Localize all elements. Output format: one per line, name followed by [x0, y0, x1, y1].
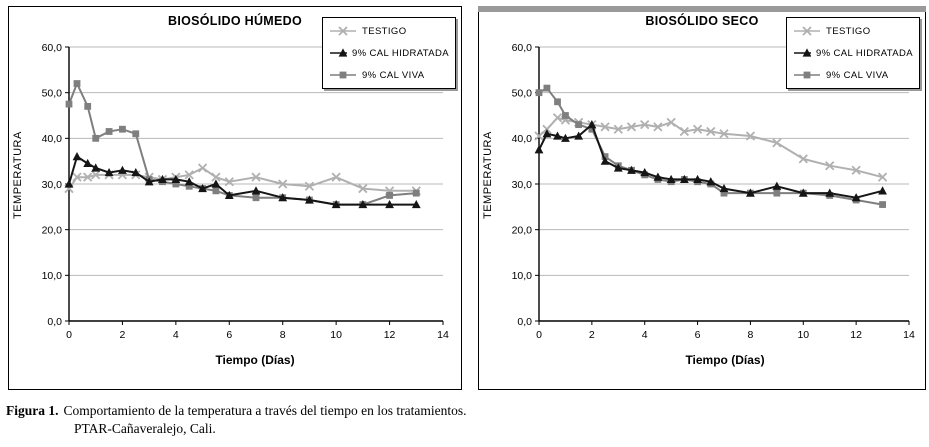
svg-text:12: 12 — [850, 329, 862, 341]
svg-text:50,0: 50,0 — [42, 87, 63, 99]
svg-text:14: 14 — [903, 329, 915, 341]
series-testigo — [534, 113, 888, 182]
triangle-marker-icon — [794, 48, 811, 57]
x-axis-label: Tiempo (Días) — [685, 353, 765, 367]
x-axis-label: Tiempo (Días) — [215, 353, 295, 367]
legend-label: 9% CAL VIVA — [826, 69, 889, 81]
gridlines — [69, 46, 443, 276]
legend-item: 9% CAL HIDRATADA — [323, 42, 455, 64]
svg-text:8: 8 — [748, 329, 754, 341]
svg-text:0: 0 — [536, 329, 542, 341]
svg-text:14: 14 — [437, 329, 449, 341]
svg-text:50,0: 50,0 — [512, 87, 533, 99]
figure-caption-line2: PTAR-Cañaveralejo, Cali. — [74, 421, 216, 437]
legend-item: TESTIGO — [787, 20, 919, 42]
svg-text:10,0: 10,0 — [512, 270, 533, 282]
svg-text:20,0: 20,0 — [42, 224, 63, 236]
legend-humedo: TESTIGO 9% CAL HIDRATADA 9% CAL VIVA — [322, 17, 456, 89]
series-testigo — [64, 163, 421, 196]
svg-text:6: 6 — [226, 329, 232, 341]
legend-label: 9% CAL VIVA — [362, 69, 425, 81]
svg-text:60,0: 60,0 — [42, 42, 63, 54]
chart-panel-seco: BIOSÓLIDO SECO TEMPERATURA 0,0 10,0 20,0 30… — [478, 6, 926, 390]
svg-text:60,0: 60,0 — [512, 42, 533, 54]
legend-item: 9% CAL VIVA — [787, 64, 919, 86]
plot-area-humedo: 0,0 10,0 20,0 30,0 40,0 50,0 60,0 0 2 4 6 8 10 12 14 — [42, 42, 449, 341]
tick-labels: 0,0 10,0 20,0 30,0 40,0 50,0 60,0 0 2 4 6 8 10 12 14 — [512, 42, 915, 341]
svg-text:10: 10 — [797, 329, 809, 341]
square-marker-icon — [330, 71, 356, 79]
svg-text:10,0: 10,0 — [42, 270, 63, 282]
legend-item: 9% CAL HIDRATADA — [787, 42, 919, 64]
svg-text:40,0: 40,0 — [512, 133, 533, 145]
x-marker-icon — [794, 26, 820, 36]
svg-text:40,0: 40,0 — [42, 133, 63, 145]
x-marker-icon — [330, 26, 356, 36]
series-9-cal-hidratada — [534, 120, 887, 202]
svg-text:30,0: 30,0 — [42, 179, 63, 191]
panel-top-bar — [478, 6, 926, 12]
svg-text:6: 6 — [695, 329, 701, 341]
chart-title-seco: BIOSÓLIDO SECO — [645, 14, 759, 28]
svg-text:10: 10 — [330, 329, 342, 341]
legend-label: 9% CAL HIDRATADA — [351, 47, 449, 59]
triangle-marker-icon — [330, 48, 347, 57]
chart-title-humedo: BIOSÓLIDO HÚMEDO — [168, 14, 302, 28]
legend-seco: TESTIGO 9% CAL HIDRATADA 9% CAL VIVA — [786, 17, 920, 89]
svg-text:20,0: 20,0 — [512, 224, 533, 236]
svg-text:0,0: 0,0 — [517, 316, 532, 328]
square-marker-icon — [794, 71, 820, 79]
svg-text:30,0: 30,0 — [512, 179, 533, 191]
series-9-cal-viva — [535, 84, 886, 208]
svg-text:8: 8 — [280, 329, 286, 341]
legend-label: 9% CAL HIDRATADA — [815, 47, 913, 59]
svg-text:4: 4 — [642, 329, 648, 341]
svg-text:2: 2 — [589, 329, 595, 341]
chart-panel-humedo: BIOSÓLIDO HÚMEDO TEMPERATURA 0,0 10,0 20,0… — [8, 6, 462, 390]
svg-text:0,0: 0,0 — [47, 316, 62, 328]
svg-text:12: 12 — [384, 329, 396, 341]
tick-labels: 0,0 10,0 20,0 30,0 40,0 50,0 60,0 0 2 4 6 8 10 12 14 — [42, 42, 449, 341]
figure-caption-label: Figura 1. — [6, 403, 59, 418]
figure-caption-text: Comportamiento de la temperatura a travé… — [63, 403, 467, 418]
legend-label: TESTIGO — [362, 25, 407, 37]
svg-text:0: 0 — [66, 329, 72, 341]
figure-caption: Figura 1. Comportamiento de la temperatur… — [6, 402, 467, 438]
series-9-cal-hidratada — [64, 152, 421, 209]
legend-item: 9% CAL VIVA — [323, 64, 455, 86]
legend-item: TESTIGO — [323, 20, 455, 42]
svg-text:2: 2 — [120, 329, 126, 341]
svg-text:4: 4 — [173, 329, 179, 341]
legend-label: TESTIGO — [826, 25, 871, 37]
plot-area-seco: 0,0 10,0 20,0 30,0 40,0 50,0 60,0 0 2 4 6 8 10 12 14 — [512, 42, 915, 341]
